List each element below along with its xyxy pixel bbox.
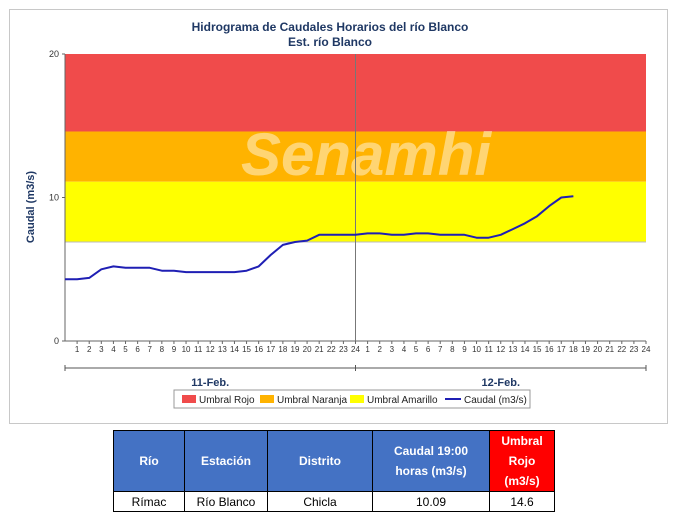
hydrograph-chart: Hidrograma de Caudales Horarios del río … [9, 9, 668, 424]
x-tick-label: 7 [148, 345, 153, 354]
header-caudal: Caudal 19:00 horas (m3/s) [372, 430, 490, 492]
x-tick-label: 19 [291, 345, 300, 354]
header-distrito: Distrito [267, 430, 373, 492]
x-tick-label: 23 [629, 345, 638, 354]
x-tick-label: 19 [581, 345, 590, 354]
x-tick-label: 22 [327, 345, 336, 354]
x-tick-label: 24 [642, 345, 651, 354]
x-tick-label: 8 [160, 345, 165, 354]
y-tick-label: 0 [54, 336, 59, 346]
y-tick-label: 20 [49, 49, 59, 59]
x-tick-label: 9 [172, 345, 177, 354]
legend-swatch [182, 395, 196, 403]
x-tick-label: 10 [182, 345, 191, 354]
x-tick-label: 2 [87, 345, 92, 354]
x-tick-label: 17 [266, 345, 275, 354]
x-tick-label: 20 [303, 345, 312, 354]
x-tick-label: 13 [508, 345, 517, 354]
y-tick-label: 10 [49, 193, 59, 203]
cell-distrito: Chicla [267, 491, 373, 512]
day-label: 12-Feb. [481, 377, 520, 389]
x-tick-label: 23 [339, 345, 348, 354]
x-tick-label: 6 [426, 345, 431, 354]
x-tick-label: 1 [75, 345, 80, 354]
x-tick-label: 4 [111, 345, 116, 354]
x-tick-label: 13 [218, 345, 227, 354]
chart-subtitle: Est. río Blanco [288, 35, 372, 49]
x-tick-label: 10 [472, 345, 481, 354]
x-tick-label: 3 [390, 345, 395, 354]
caudal-series-line [65, 195, 574, 281]
x-tick-label: 9 [462, 345, 467, 354]
x-tick-label: 24 [351, 345, 360, 354]
x-tick-label: 11 [484, 345, 493, 354]
watermark-text: Senamhi [241, 121, 492, 188]
x-tick-label: 5 [123, 345, 128, 354]
day-label: 11-Feb. [191, 377, 229, 389]
x-tick-label: 12 [206, 345, 215, 354]
chart-title: Hidrograma de Caudales Horarios del río … [192, 20, 469, 34]
x-tick-label: 5 [414, 345, 419, 354]
x-tick-label: 17 [557, 345, 566, 354]
x-tick-label: 3 [99, 345, 104, 354]
table-row: Rímac Río Blanco Chicla 10.09 14.6 [113, 491, 555, 512]
x-tick-label: 22 [617, 345, 626, 354]
x-tick-label: 16 [254, 345, 263, 354]
x-tick-label: 7 [438, 345, 443, 354]
x-tick-label: 15 [242, 345, 251, 354]
x-tick-label: 14 [230, 345, 239, 354]
legend-label: Umbral Naranja [277, 395, 347, 406]
cell-rio: Rímac [113, 491, 185, 512]
x-tick-label: 20 [593, 345, 602, 354]
x-tick-label: 16 [545, 345, 554, 354]
x-tick-label: 18 [278, 345, 287, 354]
legend-label: Caudal (m3/s) [464, 395, 527, 406]
x-tick-label: 15 [533, 345, 542, 354]
summary-table: Río Estación Distrito Caudal 19:00 horas… [113, 430, 555, 512]
x-tick-label: 4 [402, 345, 407, 354]
x-tick-label: 2 [377, 345, 382, 354]
x-tick-label: 14 [521, 345, 530, 354]
cell-caudal: 10.09 [372, 491, 490, 512]
x-tick-label: 8 [450, 345, 455, 354]
y-axis-label: Caudal (m3/s) [25, 171, 37, 243]
x-tick-label: 11 [194, 345, 203, 354]
legend-swatch [350, 395, 364, 403]
x-tick-label: 1 [365, 345, 370, 354]
chart-svg: Hidrograma de Caudales Horarios del río … [25, 20, 651, 409]
header-estacion: Estación [184, 430, 268, 492]
cell-estacion: Río Blanco [184, 491, 268, 512]
cell-umbral-rojo: 14.6 [489, 491, 555, 512]
x-tick-label: 12 [496, 345, 505, 354]
legend-label: Umbral Amarillo [367, 395, 438, 406]
legend-swatch [260, 395, 274, 403]
x-tick-label: 21 [605, 345, 614, 354]
x-tick-label: 6 [135, 345, 140, 354]
x-tick-label: 18 [569, 345, 578, 354]
header-umbral-rojo: Umbral Rojo (m3/s) [489, 430, 555, 492]
x-tick-label: 21 [315, 345, 324, 354]
header-rio: Río [113, 430, 185, 492]
legend-label: Umbral Rojo [199, 395, 255, 406]
